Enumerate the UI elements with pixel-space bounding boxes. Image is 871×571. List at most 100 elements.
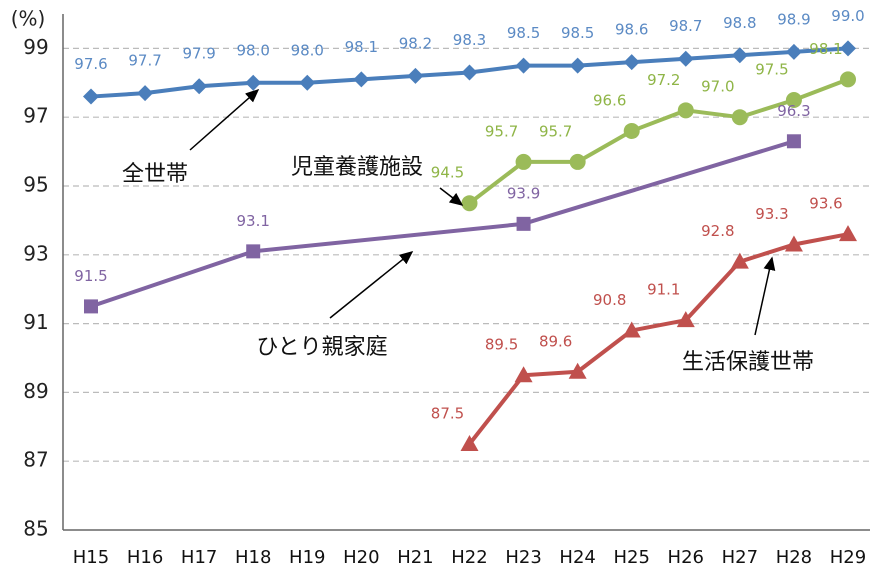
x-tick-label: H15: [73, 547, 109, 568]
point: [677, 102, 694, 119]
x-tick-label: H18: [235, 547, 271, 568]
series-line: [468, 77, 849, 205]
point: [460, 435, 479, 451]
point: [569, 57, 586, 74]
x-tick-label: H24: [559, 547, 595, 568]
y-tick-label: 87: [23, 448, 48, 472]
x-tick-label: H29: [830, 547, 866, 568]
data-label: 93.6: [809, 195, 842, 213]
data-label: 98.9: [777, 10, 810, 28]
point: [786, 134, 801, 149]
series-label: 児童養護施設: [291, 155, 423, 180]
point: [514, 366, 533, 383]
data-label: 93.9: [507, 184, 540, 202]
data-label: 89.6: [539, 332, 572, 350]
x-tick-label: H27: [722, 547, 758, 568]
data-label: 95.7: [539, 122, 572, 140]
point: [245, 74, 262, 91]
point: [731, 47, 748, 64]
data-label: 97.9: [182, 45, 215, 63]
data-label: 98.0: [237, 41, 270, 59]
point: [299, 74, 316, 91]
y-tick-label: 95: [23, 173, 48, 197]
y-tick-label: 99: [23, 35, 48, 59]
y-tick-label: 93: [23, 241, 48, 265]
point: [515, 153, 532, 170]
point: [191, 78, 208, 95]
y-tick-label: 89: [23, 379, 48, 403]
series-label: 全世帯: [122, 162, 188, 187]
data-label: 97.6: [74, 55, 107, 73]
point: [461, 64, 478, 81]
point: [677, 50, 694, 67]
data-label: 98.8: [723, 14, 756, 32]
annotation-arrow: [329, 251, 414, 319]
point: [839, 225, 857, 242]
y-axis-unit: (%): [11, 7, 46, 31]
data-label: 98.2: [399, 34, 432, 52]
x-tick-label: H23: [505, 547, 541, 568]
annotation-arrow: [189, 89, 260, 151]
data-label: 98.5: [561, 24, 594, 42]
point: [461, 195, 478, 212]
series-label: ひとり親家庭: [256, 335, 387, 360]
series-line: [90, 139, 795, 309]
point: [676, 311, 695, 328]
y-tick-label: 97: [23, 104, 48, 128]
point: [84, 299, 98, 314]
data-label: 92.8: [701, 222, 734, 240]
data-label: 91.1: [647, 281, 680, 299]
point: [840, 40, 856, 57]
x-tick-label: H25: [613, 547, 649, 568]
data-label: 87.5: [431, 405, 464, 423]
data-label: 91.5: [74, 267, 107, 285]
data-label: 98.7: [669, 17, 702, 35]
annotation-arrow: [754, 256, 776, 336]
point: [785, 92, 802, 108]
x-tick-label: H21: [397, 547, 433, 568]
data-label: 97.2: [647, 71, 680, 89]
data-label: 97.7: [128, 52, 161, 70]
data-label: 95.7: [485, 122, 518, 140]
data-label: 96.6: [593, 91, 626, 109]
x-tick-label: H26: [668, 547, 704, 568]
data-label: 97.0: [701, 78, 734, 96]
point: [784, 235, 803, 252]
x-tick-label: H16: [127, 547, 163, 568]
point: [623, 122, 640, 139]
x-tick-label: H28: [776, 547, 812, 568]
data-label: 98.1: [345, 38, 378, 56]
x-tick-label: H17: [181, 547, 217, 568]
point: [785, 43, 802, 60]
point: [83, 88, 99, 105]
data-label: 97.5: [755, 61, 788, 79]
point: [731, 109, 748, 126]
y-tick-label: 91: [23, 310, 48, 334]
data-label: 99.0: [831, 7, 864, 25]
y-tick-label: 85: [23, 517, 48, 541]
x-tick-label: H20: [343, 547, 379, 568]
x-tick-label: H22: [451, 547, 487, 568]
x-tick-label: H19: [289, 547, 325, 568]
point: [623, 54, 640, 71]
point: [730, 252, 749, 269]
point: [568, 362, 587, 379]
data-label: 94.5: [431, 164, 464, 182]
data-label: 90.8: [593, 291, 626, 309]
point: [407, 67, 424, 84]
point: [569, 153, 586, 170]
annotation-arrow: [439, 187, 464, 206]
data-label: 98.0: [291, 41, 324, 59]
point: [137, 85, 154, 102]
point: [516, 216, 531, 231]
data-label: 98.5: [507, 24, 540, 42]
data-label: 89.5: [485, 336, 518, 354]
point: [353, 71, 370, 88]
data-label: 98.3: [453, 31, 486, 49]
data-label: 96.3: [777, 102, 810, 120]
data-label: 93.3: [755, 205, 788, 223]
data-label: 98.6: [615, 21, 648, 39]
data-label: 93.1: [237, 212, 270, 230]
